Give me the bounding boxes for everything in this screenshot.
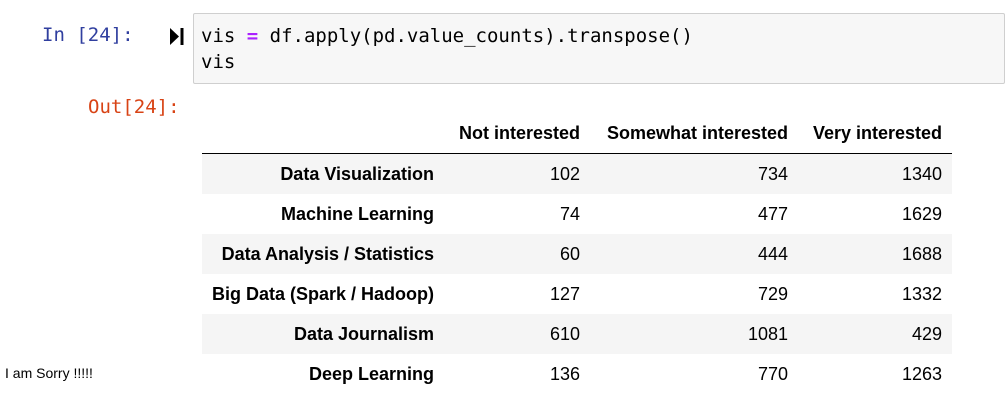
table-cell: 1263 xyxy=(901,363,943,384)
column-header-very-interested: Very interested xyxy=(798,113,953,154)
index-header xyxy=(202,113,445,154)
table-cell: 1340 xyxy=(901,163,943,184)
code-line-2: vis xyxy=(201,51,236,73)
code-line-1: vis = df.apply(pd.value_counts).transpos… xyxy=(201,25,693,47)
row-label: Machine Learning xyxy=(281,203,435,224)
table-row: Machine Learning 74 477 1629 xyxy=(202,194,952,234)
row-label: Deep Learning xyxy=(309,363,435,384)
output-prompt: Out[24]: xyxy=(88,96,180,118)
table-row: Data Analysis / Statistics 60 444 1688 xyxy=(202,234,953,274)
table-cell: 444 xyxy=(757,243,789,264)
table-cell: 729 xyxy=(757,283,789,304)
row-label: Big Data (Spark / Hadoop) xyxy=(212,283,435,304)
row-label: Data Visualization xyxy=(280,163,435,184)
table-row: Data Journalism 610 1081 429 xyxy=(202,314,953,354)
table-cell: 102 xyxy=(549,163,581,184)
table-cell: 127 xyxy=(549,283,581,304)
table-cell: 770 xyxy=(757,363,789,384)
assignment-operator: = xyxy=(246,25,259,47)
table-cell: 477 xyxy=(757,203,789,224)
table-cell: 74 xyxy=(560,203,581,224)
table-cell: 136 xyxy=(549,363,581,384)
input-prompt: In [24]: xyxy=(42,24,134,46)
table-row: Data Visualization 102 734 1340 xyxy=(202,153,953,194)
run-cell-icon[interactable] xyxy=(170,28,184,45)
table-cell: 1081 xyxy=(747,323,789,344)
overlay-text: I am Sorry !!!!! xyxy=(5,365,93,381)
table-cell: 610 xyxy=(549,323,581,344)
table-cell: 734 xyxy=(757,163,789,184)
table-cell: 1332 xyxy=(901,283,943,304)
table-header-row: Not interested Somewhat interested Very … xyxy=(202,113,953,154)
column-header-not-interested: Not interested xyxy=(444,113,591,154)
row-label: Data Analysis / Statistics xyxy=(221,243,435,264)
table-cell: 1688 xyxy=(901,243,943,264)
column-header-somewhat-interested: Somewhat interested xyxy=(590,113,799,154)
table-cell: 429 xyxy=(911,323,943,344)
code-line-1-start: vis xyxy=(201,25,247,47)
dataframe-table: Not interested Somewhat interested Very … xyxy=(202,113,953,394)
code-line-1-end: df.apply(pd.value_counts).transpose() xyxy=(258,25,693,47)
table-cell: 1629 xyxy=(901,203,943,224)
code-input-area[interactable]: vis = df.apply(pd.value_counts).transpos… xyxy=(193,13,1005,84)
table-cell: 60 xyxy=(560,243,581,264)
row-label: Data Journalism xyxy=(293,323,435,344)
table-row: Deep Learning 136 770 1263 xyxy=(202,354,952,394)
table-row: Big Data (Spark / Hadoop) 127 729 1332 xyxy=(202,274,952,314)
